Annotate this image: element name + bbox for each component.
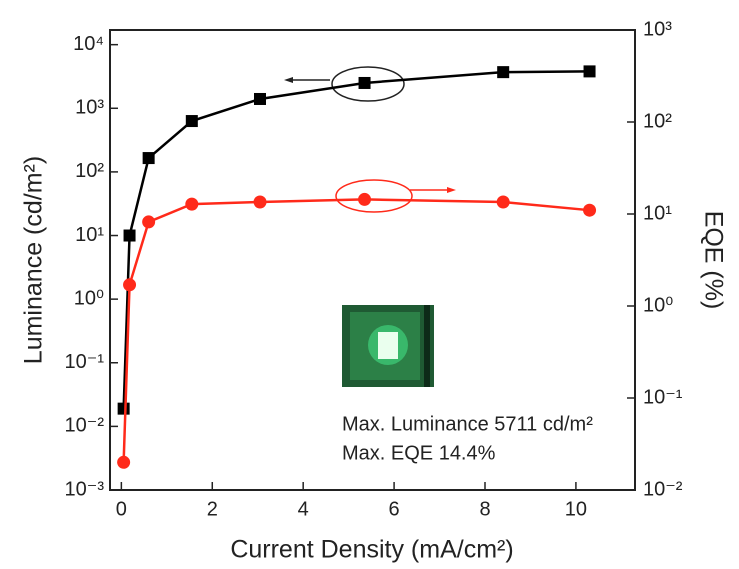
data-point [583, 203, 597, 217]
data-point [358, 192, 372, 206]
x-tick-label: 8 [479, 498, 490, 520]
y2-tick-label: 10¹ [643, 202, 672, 224]
data-point [583, 65, 596, 78]
y-axis-label: Luminance (cd/m²) [20, 156, 48, 364]
y-tick-label: 10⁻¹ [65, 351, 105, 373]
x-tick-label: 6 [389, 498, 400, 520]
data-point [142, 215, 156, 229]
y2-tick-label: 10⁻¹ [643, 386, 683, 408]
series-line [122, 70, 590, 409]
data-point [117, 402, 130, 415]
plot-frame [109, 29, 636, 491]
series-line [122, 198, 590, 463]
x-tick-label: 4 [298, 498, 309, 520]
data-point [123, 229, 136, 242]
y-tick-label: 10² [75, 160, 104, 182]
data-point [185, 115, 198, 128]
y2-tick-label: 10⁰ [643, 294, 673, 316]
data-point [117, 455, 131, 469]
data-point [496, 195, 510, 209]
y2-tick-label: 10³ [643, 18, 672, 40]
y2-tick-label: 10² [643, 110, 672, 132]
callout-ellipse [335, 179, 413, 213]
data-point [358, 76, 371, 89]
x-tick-label: 10 [565, 498, 587, 520]
y-tick-label: 10³ [75, 97, 104, 119]
data-point [253, 195, 267, 209]
y2-tick-label: 10⁻² [643, 478, 683, 500]
data-point [185, 197, 199, 211]
annotation: Max. EQE 14.4% [342, 442, 496, 464]
callout-ellipse [331, 66, 405, 102]
y-tick-label: 10⁻³ [65, 478, 105, 500]
x-axis-label: Current Density (mA/cm²) [230, 536, 513, 564]
data-point [497, 66, 510, 79]
data-point [142, 152, 155, 165]
y-tick-label: 10⁰ [74, 287, 104, 309]
data-point [123, 278, 137, 292]
arrow-head [284, 77, 293, 83]
x-tick-label: 2 [207, 498, 218, 520]
y-tick-label: 10⁴ [73, 33, 104, 55]
annotation: Max. Luminance 5711 cd/m² [342, 413, 593, 435]
inset-photo [342, 305, 434, 387]
y-tick-label: 10⁻² [65, 415, 105, 437]
y2-axis-label: EQE (%) [699, 211, 727, 310]
x-tick-label: 0 [116, 498, 127, 520]
arrow-head [447, 187, 456, 193]
data-point [254, 92, 266, 105]
y-tick-label: 10¹ [75, 224, 104, 246]
